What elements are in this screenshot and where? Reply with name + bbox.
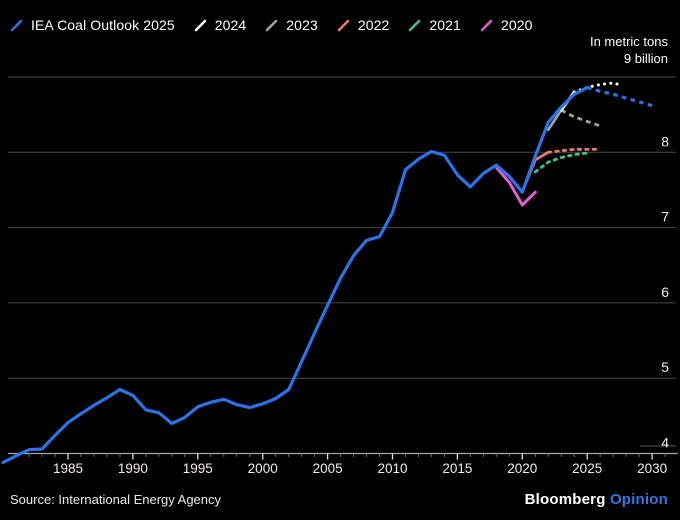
legend-swatch-icon: [265, 19, 278, 31]
legend-label: 2022: [357, 17, 390, 33]
axis-unit-note: In metric tons 9 billion: [590, 33, 668, 67]
legend-swatch-icon: [337, 19, 350, 31]
axis-note-top-tick: 9 billion: [623, 51, 668, 66]
y-tick-label: 6: [661, 284, 669, 300]
x-tick-label: 1985: [53, 461, 83, 476]
x-tick-label: 2010: [377, 461, 407, 476]
axis-note-units: In metric tons: [589, 34, 668, 49]
legend-label: 2021: [429, 17, 461, 33]
x-tick-label: 2015: [442, 461, 472, 476]
legend-label: 2020: [500, 17, 533, 33]
x-tick-label: 2000: [248, 461, 278, 476]
legend-label: 2023: [286, 17, 318, 33]
legend-item: 2022: [337, 17, 390, 33]
x-tick-label: 2005: [313, 461, 343, 476]
brand-wordmark: Bloomberg Opinion: [525, 491, 668, 508]
series-forecast-2023: [560, 108, 601, 128]
series-line-2023: [546, 108, 563, 132]
series-forecast-2021: [533, 151, 589, 174]
x-tick-label: 2025: [572, 461, 602, 476]
series-line-2020: [494, 165, 537, 207]
legend-item: 2024: [194, 17, 247, 33]
y-tick-label: 7: [661, 209, 669, 225]
legend-swatch-icon: [10, 19, 23, 31]
x-tick-label: 1990: [118, 461, 148, 476]
x-tick-label: 2030: [637, 461, 667, 476]
brand-bloomberg: Bloomberg: [524, 491, 606, 508]
series-forecast-iea-coal-outlook-2025: [586, 85, 653, 108]
legend-swatch-icon: [480, 19, 493, 31]
x-tick-label: 1995: [183, 461, 213, 476]
series-forecast-2022: [546, 147, 599, 154]
legend-label: 2024: [214, 17, 247, 33]
x-tick-label: 2020: [507, 461, 537, 476]
y-tick-label: 4: [661, 435, 669, 451]
brand-opinion: Opinion: [609, 491, 668, 508]
legend-item: 2020: [480, 17, 533, 33]
legend-item: IEA Coal Outlook 2025: [10, 17, 175, 33]
legend-item: 2023: [265, 17, 318, 33]
source-text: Source: International Energy Agency: [10, 492, 222, 507]
chart-legend: IEA Coal Outlook 2025 2024 2023 2022 2021 202…: [10, 16, 532, 34]
legend-item: 2021: [408, 17, 461, 33]
legend-label: IEA Coal Outlook 2025: [31, 17, 175, 33]
series-line-iea-coal-outlook-2025: [1, 85, 589, 465]
legend-swatch-icon: [194, 19, 207, 31]
y-tick-label: 5: [661, 359, 669, 375]
legend-swatch-icon: [409, 19, 421, 31]
chart-footer: Source: International Energy Agency Bloo…: [10, 491, 668, 508]
y-tick-label: 8: [661, 133, 669, 149]
